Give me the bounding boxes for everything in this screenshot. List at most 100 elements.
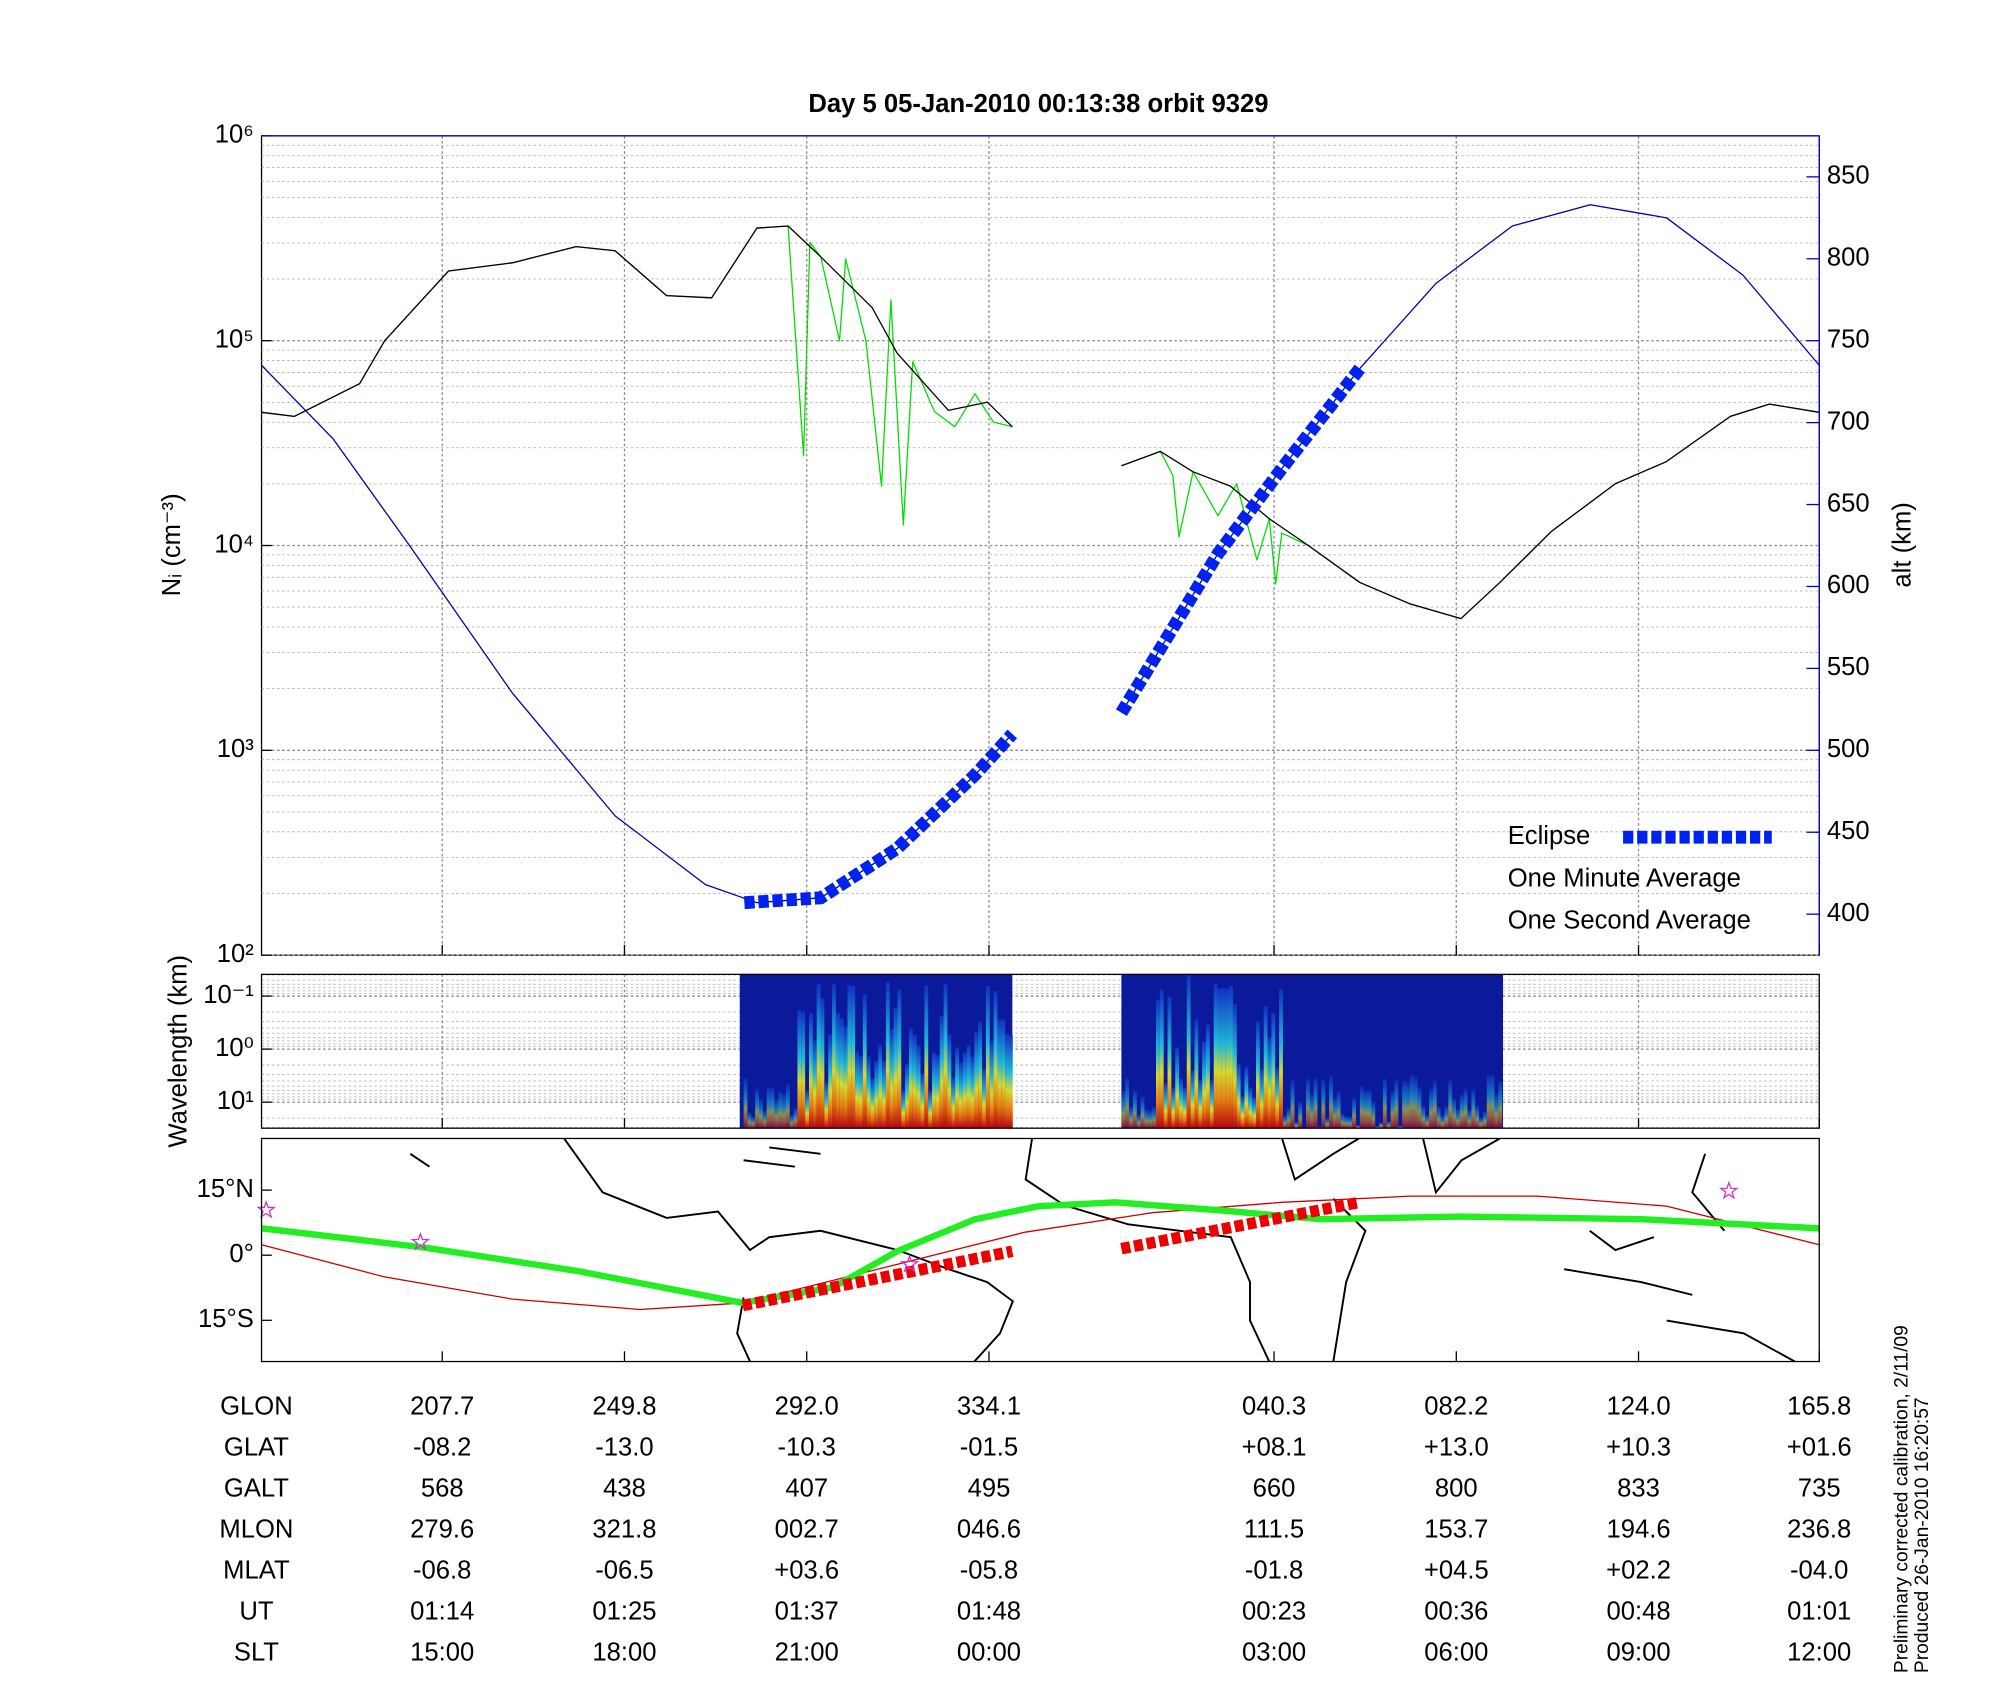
- y-axis-label: Nᵢ (cm⁻³): [158, 493, 186, 596]
- spectrogram-streak: [1486, 1075, 1491, 1129]
- table-cell: 334.1: [957, 1392, 1021, 1420]
- spectrogram-streak: [932, 1052, 936, 1129]
- spectrogram-streak: [1229, 985, 1233, 1129]
- spectrogram-streak: [955, 1047, 959, 1129]
- spectrogram-streak: [1202, 1041, 1206, 1129]
- spectrogram-streak: [808, 1013, 813, 1129]
- spectrogram-streak: [747, 1112, 752, 1129]
- spectrogram-streak: [793, 1108, 798, 1129]
- spectrogram-streak: [843, 1026, 848, 1129]
- spectrogram-streak: [824, 1082, 829, 1129]
- plot-frame: [260, 1137, 1820, 1363]
- series-line: [743, 364, 1365, 910]
- table-cell: -06.5: [595, 1557, 653, 1585]
- spectrogram-streak: [770, 1087, 775, 1129]
- plot-frame: [260, 973, 1820, 1129]
- table-cell: +08.1: [1242, 1433, 1307, 1461]
- spectrogram-streak: [778, 1091, 783, 1129]
- spectrogram-streak: [1294, 1121, 1299, 1129]
- table-cell: 735: [1798, 1475, 1841, 1503]
- spectrogram-streak: [1459, 1094, 1464, 1129]
- table-cell: 660: [1253, 1475, 1296, 1503]
- spectrogram-streak: [1175, 1047, 1180, 1129]
- spectrogram-streak: [1394, 1080, 1399, 1129]
- coastline: [1422, 1138, 1501, 1195]
- spectrogram-streak: [1194, 1019, 1199, 1129]
- spectrogram-streak: [912, 1034, 917, 1129]
- table-cell: +13.0: [1424, 1433, 1489, 1461]
- spectrogram-streak: [920, 1073, 925, 1129]
- spectrogram-streak: [874, 1060, 879, 1129]
- spectrogram-streak: [1236, 1063, 1241, 1129]
- table-cell: 09:00: [1606, 1639, 1670, 1667]
- y-tick-label: 10⁴: [214, 530, 254, 558]
- spectrogram-streak: [989, 1041, 994, 1129]
- spectrogram-streak: [1463, 1088, 1468, 1129]
- table-cell: 407: [785, 1475, 828, 1503]
- chart-title: Day 5 05-Jan-2010 00:13:38 orbit 9329: [808, 90, 1268, 118]
- y-tick-label: 10²: [217, 940, 255, 968]
- table-cell: 082.2: [1424, 1392, 1488, 1420]
- spectrogram-streak: [847, 985, 852, 1129]
- table-row-label: MLAT: [223, 1557, 290, 1585]
- y2-tick-label: 850: [1827, 162, 1870, 190]
- star-marker: [899, 1254, 920, 1273]
- spectrogram-streak: [1490, 1074, 1495, 1129]
- table-cell: 568: [421, 1475, 464, 1503]
- table-cell: 00:23: [1242, 1598, 1306, 1626]
- spectrogram-streak: [1440, 1115, 1445, 1129]
- star-marker: [410, 1231, 431, 1251]
- spectrogram-streak: [1221, 987, 1226, 1129]
- spectrogram-streak: [1429, 1089, 1433, 1129]
- spectrogram-streak: [1467, 1110, 1472, 1129]
- table-cell: 01:14: [410, 1598, 474, 1626]
- spectrogram-streak: [1152, 1107, 1156, 1129]
- table-cell: -13.0: [595, 1433, 653, 1461]
- spectrogram-streak: [908, 1028, 913, 1129]
- spectrogram-streak: [1217, 988, 1222, 1129]
- spectrogram-streak: [1379, 1122, 1383, 1129]
- table-cell: 002.7: [775, 1516, 839, 1544]
- table-row-label: UT: [239, 1598, 274, 1626]
- spectrogram-streak: [924, 985, 929, 1129]
- table-cell: +03.6: [774, 1557, 839, 1585]
- spectrogram-streak: [1286, 1108, 1291, 1129]
- spectrogram-streak: [1359, 1086, 1364, 1129]
- y-tick-label: 10⁰: [215, 1034, 254, 1062]
- spectrogram-streak: [1244, 1066, 1249, 1129]
- legend-label: One Minute Average: [1508, 864, 1741, 892]
- y2-tick-label: 450: [1827, 817, 1870, 845]
- spectrogram-streak: [1167, 996, 1172, 1129]
- spectrogram-streak: [1421, 1105, 1426, 1129]
- spectrogram-streak: [1121, 1091, 1126, 1129]
- y2-tick-label: 800: [1827, 244, 1870, 272]
- y-tick-label: 10⁻¹: [203, 981, 254, 1009]
- spectrogram-streak: [1125, 1077, 1130, 1129]
- table-cell: 292.0: [775, 1392, 839, 1420]
- y2-tick-label: 500: [1827, 735, 1870, 763]
- spectrogram-streak: [1209, 1080, 1214, 1129]
- spectrogram-streak: [1329, 1076, 1333, 1129]
- spectrogram-streak: [1340, 1113, 1345, 1129]
- spectrogram-streak: [1198, 1079, 1203, 1129]
- table-row-label: GLAT: [224, 1433, 289, 1461]
- table-cell: 03:00: [1242, 1639, 1306, 1667]
- spectrogram-streak: [889, 1028, 894, 1129]
- footer-note: Preliminary corrected calibration, 2/11/…: [1892, 1325, 1913, 1673]
- spectrogram-streak: [1348, 1116, 1353, 1129]
- table-cell: +01.6: [1787, 1433, 1852, 1461]
- spectrogram-streak: [1413, 1076, 1418, 1129]
- spectrogram-streak: [828, 1034, 833, 1129]
- spectrogram-streak: [1232, 1003, 1237, 1129]
- y2-tick-label: 650: [1827, 489, 1870, 517]
- spectrogram-streak: [1482, 1111, 1487, 1129]
- table-cell: -10.3: [778, 1433, 836, 1461]
- spectrogram-streak: [1298, 1101, 1303, 1129]
- spectrogram-streak: [1179, 1078, 1183, 1129]
- coastline: [563, 1138, 1014, 1362]
- spectrogram-streak: [1475, 1105, 1480, 1129]
- spectrogram-streak: [1144, 1109, 1149, 1129]
- spectrogram-streak: [858, 1056, 863, 1129]
